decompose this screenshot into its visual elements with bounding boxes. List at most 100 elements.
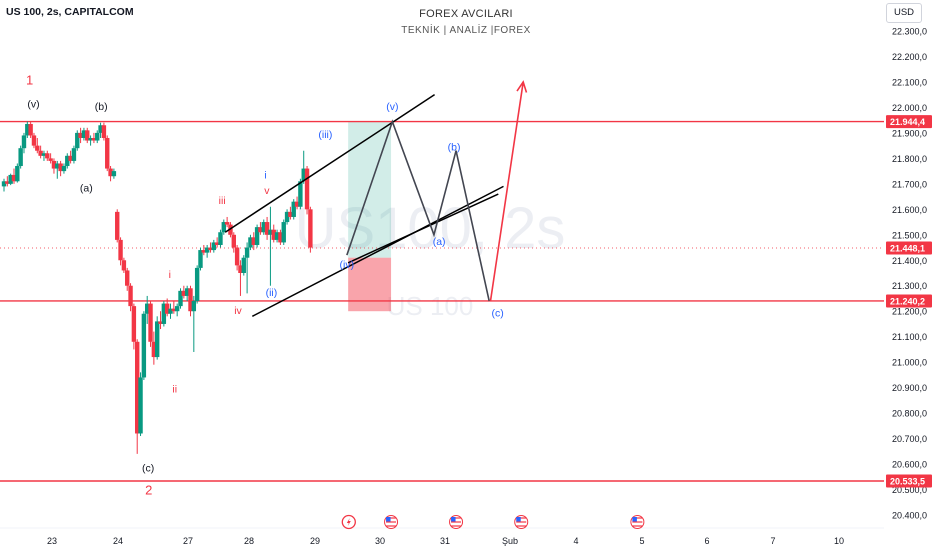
candle-body — [208, 247, 213, 251]
candle-body — [38, 150, 43, 156]
candle-body — [128, 285, 133, 307]
candle-body — [1, 181, 7, 187]
candle-body — [254, 227, 260, 245]
candle-body — [231, 234, 236, 248]
price-tag — [886, 474, 932, 488]
candle-body — [144, 303, 150, 314]
candle-body — [125, 270, 130, 286]
candle-body — [268, 229, 273, 235]
candle-body — [45, 153, 50, 159]
us-flag-icon — [384, 515, 399, 529]
candle-body — [224, 222, 230, 225]
x-tick-label: 5 — [639, 536, 644, 546]
wave-label: i — [264, 170, 266, 182]
forecast-arrow-head — [516, 80, 528, 93]
wave-label: (ii) — [266, 287, 278, 299]
price-tag-label: 21.944,4 — [890, 117, 925, 127]
forecast-wave-path — [346, 119, 490, 302]
candle-body — [71, 148, 77, 161]
price-tag — [886, 294, 932, 308]
price-tag — [886, 115, 932, 129]
wave-label: (iv) — [340, 259, 355, 271]
candle-body — [281, 222, 286, 243]
flag-canton — [632, 517, 637, 522]
y-tick-label: 21.700,0 — [892, 179, 927, 189]
flag-canton — [386, 517, 391, 522]
candle-body — [68, 155, 73, 161]
candle-body — [35, 145, 40, 151]
y-tick-label: 21.600,0 — [892, 205, 927, 215]
candle-body — [101, 125, 107, 138]
candle-body — [301, 168, 306, 182]
y-tick-label: 21.800,0 — [892, 154, 927, 164]
candle-body — [15, 166, 20, 182]
y-tick-label: 20.800,0 — [892, 409, 927, 419]
wave-label: (b) — [448, 142, 461, 154]
candle-body — [8, 174, 13, 184]
candle-body — [51, 160, 57, 169]
candle-body — [95, 132, 100, 141]
candles — [1, 121, 313, 454]
candle-body — [138, 377, 143, 434]
watermark-symbol: US100, 2s — [295, 196, 566, 261]
candle-body — [151, 341, 157, 358]
candle-body — [141, 313, 147, 378]
y-tick-label: 21.100,0 — [892, 332, 927, 342]
wave-label: (iii) — [318, 129, 332, 141]
candle-body — [135, 341, 140, 434]
y-tick-label: 20.500,0 — [892, 485, 927, 495]
channel-upper-line — [224, 94, 436, 233]
candle-body — [258, 227, 263, 233]
candle-body — [115, 211, 120, 240]
flash-bolt — [346, 518, 351, 526]
wave-label: v — [264, 185, 270, 197]
candle-body — [251, 237, 256, 245]
wave-label: 2 — [145, 483, 152, 498]
candle-body — [184, 288, 190, 296]
y-tick-label: 21.200,0 — [892, 307, 927, 317]
candle-body — [48, 158, 53, 161]
x-tick-label: 30 — [375, 536, 385, 546]
news-flash-icon — [341, 514, 356, 530]
candle-body — [31, 135, 37, 146]
candle-body — [105, 137, 110, 169]
candle-body — [28, 123, 33, 136]
candle-body — [271, 229, 276, 240]
x-tick-label: 23 — [47, 536, 57, 546]
candle-body — [85, 130, 90, 141]
candle-body — [188, 288, 193, 312]
us-flag-icon — [514, 515, 529, 529]
candle-body — [148, 303, 153, 342]
y-tick-label: 20.900,0 — [892, 383, 927, 393]
candle-body — [161, 303, 167, 324]
y-tick-label: 22.100,0 — [892, 77, 927, 87]
candle-body — [88, 137, 93, 141]
x-tick-label: 31 — [440, 536, 450, 546]
wave-label: (a) — [80, 182, 93, 194]
candle-body — [234, 247, 240, 266]
wedge-lower-line — [347, 193, 499, 264]
x-tick-label: 7 — [770, 536, 775, 546]
x-tick-label: Şub — [502, 536, 518, 546]
y-tick-label: 22.300,0 — [892, 27, 927, 37]
y-tick-label: 21.900,0 — [892, 128, 927, 138]
candle-body — [181, 290, 187, 296]
candle-body — [238, 265, 243, 273]
candle-body — [25, 123, 30, 136]
candle-body — [164, 303, 170, 314]
symbol-legend[interactable]: US 100, 2s, CAPITALCOM — [6, 6, 134, 18]
price-tag-label: 21.448,1 — [890, 244, 925, 254]
candle-body — [41, 153, 47, 156]
currency-selector[interactable]: USD — [886, 3, 922, 23]
wave-label: (v) — [386, 101, 398, 113]
chart-subtitle: TEKNİK | ANALİZ |FOREX — [401, 25, 531, 36]
candle-body — [264, 222, 270, 235]
y-tick-label: 22.200,0 — [892, 52, 927, 62]
price-tag-label: 21.240,2 — [890, 296, 925, 306]
wave-label: iv — [234, 305, 242, 317]
candle-body — [241, 257, 246, 273]
candle-body — [108, 168, 113, 177]
candle-body — [228, 224, 233, 235]
